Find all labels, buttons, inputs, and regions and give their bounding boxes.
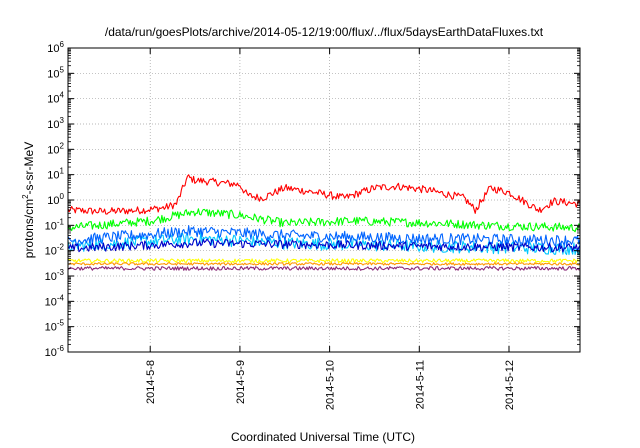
y-tick-exponent: -6	[57, 344, 65, 353]
x-tick-label: 2014-5-12	[504, 360, 516, 410]
x-tick-label: 2014-5-9	[235, 360, 247, 404]
y-tick-base: 10	[47, 94, 59, 106]
y-tick-exponent: 4	[60, 91, 65, 100]
y-tick-base: 10	[47, 144, 59, 156]
y-tick-base: 10	[45, 322, 57, 334]
y-tick-base: 10	[45, 296, 57, 308]
y-axis-label-exponent: 2	[21, 194, 30, 199]
series-line-6	[67, 262, 581, 266]
y-tick-exponent: -3	[57, 268, 65, 277]
series-lines	[67, 174, 581, 271]
y-tick-base: 10	[47, 195, 59, 207]
y-tick-label: 102	[47, 141, 64, 156]
y-tick-exponent: -4	[57, 293, 65, 302]
series-line-5	[67, 258, 581, 264]
y-tick-exponent: 6	[60, 40, 65, 49]
y-tick-labels: 10-610-510-410-310-210-11001011021031041…	[45, 40, 65, 359]
y-axis-label: protons/cm2-s-sr-MeV	[21, 142, 36, 258]
y-tick-label: 10-4	[45, 293, 65, 308]
y-tick-exponent: 5	[60, 65, 65, 74]
series-line-0	[67, 174, 581, 215]
y-tick-label: 10-5	[45, 319, 65, 334]
y-tick-label: 100	[47, 192, 64, 207]
y-tick-base: 10	[45, 347, 57, 359]
grid-lines	[68, 48, 580, 352]
series-line-3	[67, 225, 581, 247]
series-line-4	[67, 238, 581, 253]
x-axis-label: Coordinated Universal Time (UTC)	[231, 430, 415, 444]
y-tick-exponent: 3	[60, 116, 65, 125]
chart-title: /data/run/goesPlots/archive/2014-05-12/1…	[105, 25, 544, 39]
x-tick-labels: 2014-5-8 2014-5-9 2014-5-10 2014-5-11 2014-5…	[145, 360, 516, 410]
y-axis-label-main: protons/cm	[22, 199, 36, 258]
y-tick-base: 10	[45, 220, 57, 232]
series-line-7	[67, 265, 580, 271]
y-tick-base: 10	[47, 68, 59, 80]
y-tick-exponent: 0	[60, 192, 65, 201]
y-tick-label: 10-6	[45, 344, 65, 359]
y-tick-base: 10	[45, 246, 57, 258]
y-tick-label: 101	[47, 167, 64, 182]
plot-border	[67, 47, 581, 353]
y-tick-label: 103	[47, 116, 64, 131]
y-tick-base: 10	[47, 119, 59, 131]
y-tick-exponent: -1	[57, 217, 65, 226]
x-tick-label: 2014-5-10	[325, 360, 337, 410]
y-tick-base: 10	[45, 271, 57, 283]
y-tick-label: 106	[47, 40, 64, 55]
y-tick-base: 10	[47, 43, 59, 55]
series-line-1	[67, 208, 581, 233]
y-tick-label: 10-1	[45, 217, 65, 232]
y-tick-exponent: -5	[57, 319, 65, 328]
y-tick-exponent: 1	[60, 167, 65, 176]
x-tick-label: 2014-5-8	[145, 360, 157, 404]
y-tick-label: 105	[47, 65, 64, 80]
y-tick-label: 10-3	[45, 268, 65, 283]
y-tick-base: 10	[47, 170, 59, 182]
y-tick-exponent: -2	[57, 243, 65, 252]
x-tick-label: 2014-5-11	[414, 360, 426, 409]
y-tick-label: 104	[47, 91, 64, 106]
plot-frame	[67, 47, 581, 353]
y-tick-label: 10-2	[45, 243, 65, 258]
y-tick-exponent: 2	[60, 141, 65, 150]
y-axis-label-units: -s-sr-MeV	[22, 142, 36, 195]
